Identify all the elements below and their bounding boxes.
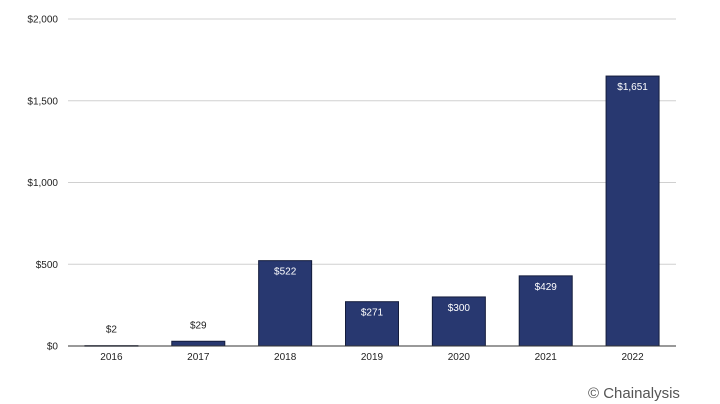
bar-value-label-2019: $271: [361, 308, 384, 319]
x-axis-ticks: 2016 2017 2018 2019 2020 2021 2022: [100, 352, 644, 363]
bar-2019: [345, 301, 399, 347]
bar-2022: [605, 75, 660, 347]
chainalysis-watermark: © Chainalysis: [588, 385, 680, 402]
x-tick-label: 2017: [187, 352, 210, 363]
bar-value-label-2016: $2: [106, 325, 118, 336]
bar-value-label-2017: $29: [190, 320, 207, 331]
bar-value-labels: $2 $29 $522 $271 $300 $429 $1,651: [106, 82, 648, 336]
x-tick-label: 2016: [100, 352, 123, 363]
bar-2020: [431, 296, 486, 347]
bar-2018: [258, 260, 313, 347]
bar-value-label-2021: $429: [535, 282, 558, 293]
bar-2017: [171, 340, 226, 347]
bars: [84, 75, 660, 347]
bar-value-label-2018: $522: [274, 267, 297, 278]
y-axis-ticks: $0 $500 $1,000 $1,500 $2,000: [27, 15, 58, 353]
y-tick-label: $0: [47, 342, 59, 353]
bar-value-label-2020: $300: [448, 303, 471, 314]
x-tick-label: 2018: [274, 352, 297, 363]
x-tick-label: 2020: [448, 352, 471, 363]
gridlines: [68, 18, 676, 265]
y-tick-label: $500: [36, 260, 59, 271]
bar-value-label-2022: $1,651: [617, 82, 648, 93]
y-tick-label: $1,000: [27, 178, 58, 189]
x-tick-label: 2021: [535, 352, 558, 363]
y-tick-label: $2,000: [27, 15, 58, 26]
x-tick-label: 2022: [621, 352, 644, 363]
y-tick-label: $1,500: [27, 96, 58, 107]
x-tick-label: 2019: [361, 352, 384, 363]
